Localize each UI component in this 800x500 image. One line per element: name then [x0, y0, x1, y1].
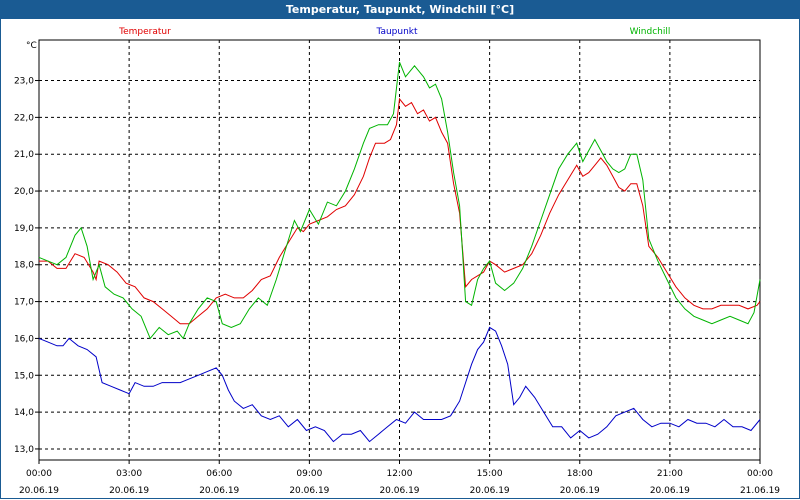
y-axis-unit-label: °C — [26, 41, 37, 51]
x-axis: 00:00 20.06.19 03:00 20.06.19 06:00 20.06.19 0… — [19, 460, 780, 496]
x-tick-label-time: 18:00 — [567, 469, 593, 479]
x-tick-label-time: 00:00 — [747, 469, 773, 479]
legend-label-temperatur: Temperatur — [118, 27, 171, 37]
x-tick-label-date: 20.06.19 — [289, 486, 329, 496]
series-line-temperatur — [39, 97, 761, 325]
x-tick-label-date: 20.06.19 — [650, 486, 690, 496]
x-tick-label-date: 20.06.19 — [109, 486, 149, 496]
legend-label-windchill: Windchill — [630, 27, 671, 37]
x-tick-label-time: 15:00 — [477, 469, 503, 479]
y-tick-label: 23,0 — [14, 77, 34, 87]
x-tick-label-date: 20.06.19 — [199, 486, 239, 496]
series-lines — [38, 61, 761, 443]
legend-label-taupunkt: Taupunkt — [375, 27, 418, 37]
x-tick-label-time: 09:00 — [296, 469, 322, 479]
y-tick-label: 18,0 — [14, 261, 34, 271]
x-tick-label-time: 12:00 — [387, 469, 413, 479]
y-tick-label: 20,0 — [14, 187, 34, 197]
x-tick-label-time: 21:00 — [657, 469, 683, 479]
y-tick-label: 17,0 — [14, 298, 34, 308]
series-line-windchill — [38, 61, 761, 340]
y-tick-label: 16,0 — [14, 334, 34, 344]
x-tick-label-date: 20.06.19 — [379, 486, 419, 496]
x-tick-label-time: 03:00 — [116, 469, 142, 479]
x-tick-label-time: 00:00 — [26, 469, 52, 479]
y-tick-label: 22,0 — [14, 113, 34, 123]
y-axis: 13,0 14,0 15,0 16,0 17,0 18,0 19,0 20,0 21,0 22,0… — [14, 77, 39, 455]
x-tick-label-date: 20.06.19 — [560, 486, 600, 496]
legend: Temperatur Taupunkt Windchill — [118, 27, 670, 37]
y-tick-label: 19,0 — [14, 224, 34, 234]
x-tick-label-date: 20.06.19 — [19, 486, 59, 496]
grid-lines — [39, 40, 760, 460]
y-tick-label: 21,0 — [14, 150, 34, 160]
x-tick-label-time: 06:00 — [206, 469, 232, 479]
y-tick-label: 13,0 — [14, 445, 34, 455]
chart-title: Temperatur, Taupunkt, Windchill [°C] — [0, 0, 800, 19]
y-tick-label: 14,0 — [14, 408, 34, 418]
x-tick-label-date: 20.06.19 — [470, 486, 510, 496]
y-tick-label: 15,0 — [14, 371, 34, 381]
x-tick-label-date: 21.06.19 — [740, 486, 780, 496]
series-line-taupunkt — [38, 326, 761, 443]
